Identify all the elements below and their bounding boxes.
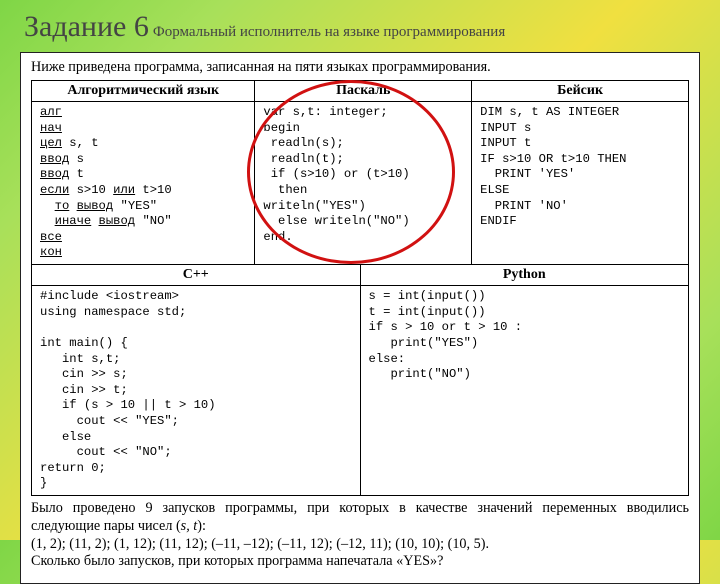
cell-basic: DIM s, t AS INTEGER INPUT s INPUT t IF s…: [472, 102, 689, 265]
title-sub: Формальный исполнитель на языке программ…: [153, 24, 505, 40]
code-cpp: #include <iostream> using namespace std;…: [40, 289, 354, 492]
title-main: Задание 6: [24, 10, 149, 43]
cell-python: s = int(input()) t = int(input()) if s >…: [360, 286, 689, 496]
outro-p1: Было проведено 9 запусков программы, при…: [31, 500, 689, 534]
code-table-2: С++ Python #include <iostream> using nam…: [31, 265, 689, 496]
th-cpp: С++: [32, 265, 361, 286]
code-alg: алг нач цел s, t ввод s ввод t если s>10…: [40, 105, 248, 261]
th-python: Python: [360, 265, 689, 286]
code-table: Алгоритмический язык Паскаль Бейсик алг …: [31, 80, 689, 265]
worksheet: Ниже приведена программа, записанная на …: [20, 52, 700, 584]
th-basic: Бейсик: [472, 81, 689, 102]
outro-pairs: (1, 2); (11, 2); (1, 12); (11, 12); (–11…: [31, 536, 489, 552]
cell-pascal: var s,t: integer; begin readln(s); readl…: [255, 102, 472, 265]
code-python: s = int(input()) t = int(input()) if s >…: [369, 289, 683, 383]
outro-p1b: ):: [197, 518, 206, 534]
th-alg: Алгоритмический язык: [32, 81, 255, 102]
code-pascal: var s,t: integer; begin readln(s); readl…: [263, 105, 465, 245]
cell-cpp: #include <iostream> using namespace std;…: [32, 286, 361, 496]
cell-alg: алг нач цел s, t ввод s ввод t если s>10…: [32, 102, 255, 265]
outro-vars: s, t: [181, 518, 198, 534]
intro-text: Ниже приведена программа, записанная на …: [31, 59, 689, 76]
outro-q: Сколько было запусков, при которых прогр…: [31, 553, 443, 569]
outro-block: Было проведено 9 запусков программы, при…: [31, 500, 689, 571]
th-pascal: Паскаль: [255, 81, 472, 102]
code-basic: DIM s, t AS INTEGER INPUT s INPUT t IF s…: [480, 105, 682, 230]
slide-title: Задание 6 Формальный исполнитель на язык…: [24, 10, 700, 44]
